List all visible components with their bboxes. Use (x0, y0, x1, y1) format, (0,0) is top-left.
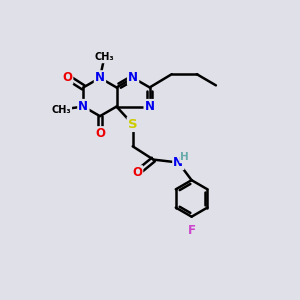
Text: O: O (62, 70, 72, 84)
Text: O: O (95, 127, 105, 140)
Text: N: N (173, 156, 183, 169)
Text: S: S (128, 118, 137, 131)
Text: N: N (128, 71, 138, 84)
Text: F: F (188, 224, 196, 237)
Text: N: N (78, 100, 88, 113)
Text: H: H (181, 152, 189, 162)
Text: CH₃: CH₃ (94, 52, 114, 62)
Text: N: N (95, 71, 105, 84)
Text: N: N (145, 100, 155, 113)
Text: O: O (132, 166, 142, 179)
Text: CH₃: CH₃ (52, 104, 71, 115)
